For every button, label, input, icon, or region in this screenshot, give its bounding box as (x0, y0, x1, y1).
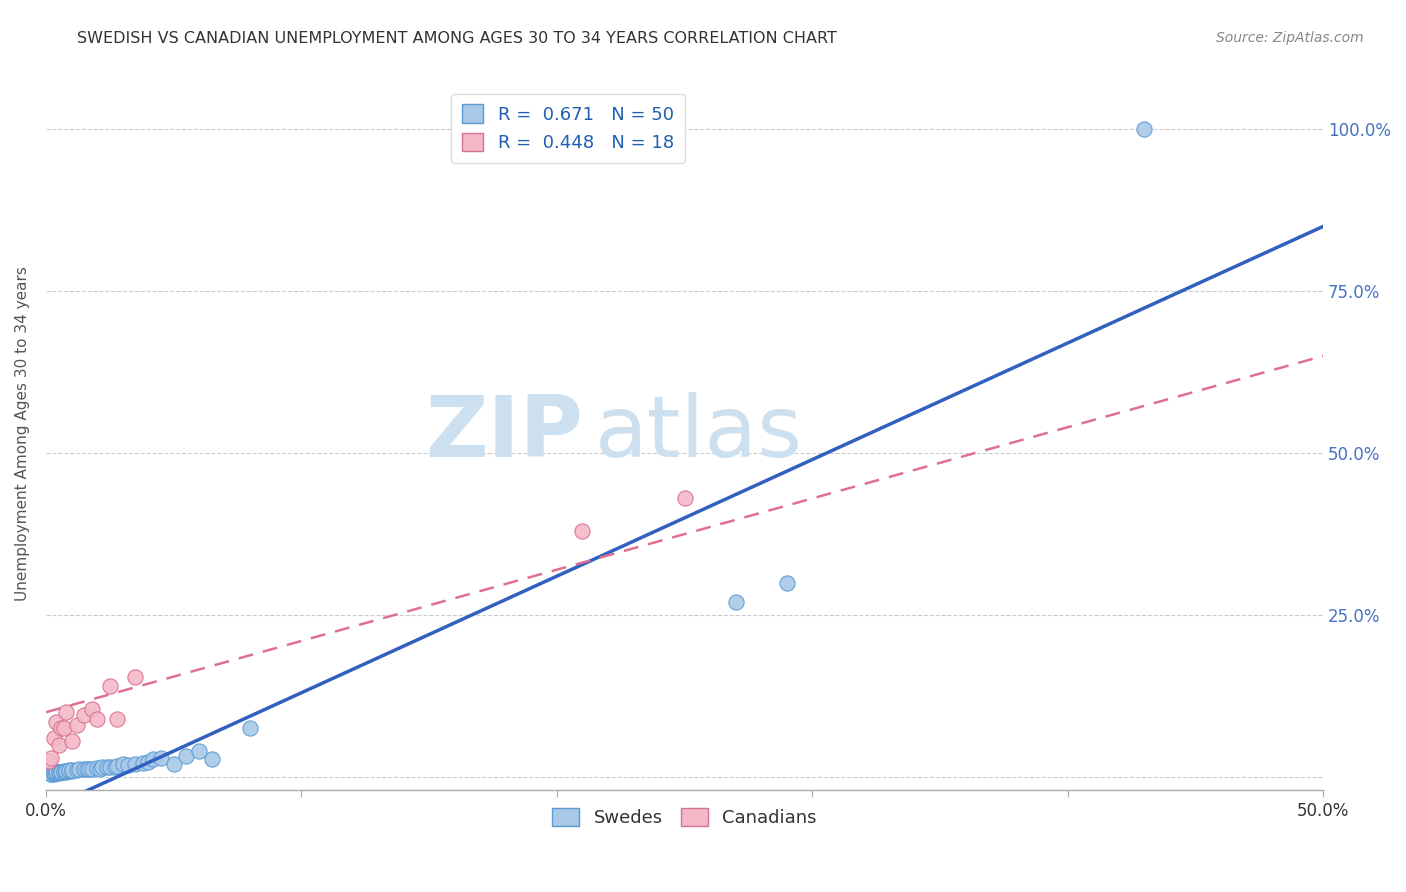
Point (132, 756, 155, 770)
Point (55, 705, 77, 719)
Point (107, 759, 129, 773)
Point (60, 764, 83, 778)
Point (571, 524, 593, 538)
Point (42, 766, 65, 780)
Point (48, 766, 70, 780)
Point (124, 669, 146, 683)
Point (149, 750, 172, 764)
Point (48, 764, 70, 779)
Point (38, 754, 60, 768)
Point (91, 760, 114, 774)
Point (42, 731, 65, 745)
Point (65, 763, 87, 777)
Point (73, 762, 96, 776)
Point (51, 764, 73, 779)
Point (58, 764, 80, 778)
Point (45, 765, 67, 780)
Point (673, 491, 696, 506)
Point (136, 755, 159, 769)
Point (163, 757, 186, 772)
Point (42, 766, 65, 780)
Point (55, 764, 77, 779)
Point (39, 750, 62, 764)
Y-axis label: Unemployment Among Ages 30 to 34 years: Unemployment Among Ages 30 to 34 years (15, 266, 30, 601)
Point (39, 766, 62, 780)
Point (51, 765, 73, 780)
Point (45, 714, 67, 729)
Point (67, 762, 90, 776)
Point (58, 764, 80, 778)
Text: ZIP: ZIP (425, 392, 582, 475)
Point (89, 762, 111, 776)
Point (55, 764, 77, 778)
Point (52, 764, 75, 779)
Point (124, 757, 146, 772)
Point (80, 702, 103, 716)
Point (79, 762, 101, 776)
Point (724, 595, 747, 609)
Text: atlas: atlas (595, 392, 803, 475)
Point (45, 765, 67, 780)
Point (76, 762, 98, 776)
Point (42, 766, 65, 780)
Point (98, 679, 121, 693)
Point (60, 734, 83, 748)
Point (96, 760, 118, 774)
Point (52, 764, 75, 778)
Point (107, 712, 129, 726)
Point (188, 744, 211, 758)
Point (176, 749, 198, 764)
Point (142, 752, 165, 766)
Point (1133, 122, 1156, 136)
Point (52, 722, 75, 736)
Point (51, 722, 73, 736)
Point (86, 712, 108, 726)
Point (201, 752, 224, 766)
Point (60, 764, 83, 778)
Legend: Swedes, Canadians: Swedes, Canadians (546, 800, 824, 834)
Point (48, 738, 70, 752)
Point (776, 575, 799, 590)
Text: Source: ZipAtlas.com: Source: ZipAtlas.com (1216, 31, 1364, 45)
Text: SWEDISH VS CANADIAN UNEMPLOYMENT AMONG AGES 30 TO 34 YEARS CORRELATION CHART: SWEDISH VS CANADIAN UNEMPLOYMENT AMONG A… (77, 31, 837, 46)
Point (73, 708, 96, 723)
Point (45, 766, 67, 780)
Point (111, 757, 134, 772)
Point (80, 762, 103, 776)
Point (104, 759, 127, 773)
Point (65, 718, 87, 732)
Point (239, 722, 262, 736)
Point (98, 759, 121, 773)
Point (48, 765, 70, 780)
Point (117, 758, 139, 772)
Point (39, 766, 62, 780)
Point (86, 761, 108, 775)
Point (45, 764, 67, 779)
